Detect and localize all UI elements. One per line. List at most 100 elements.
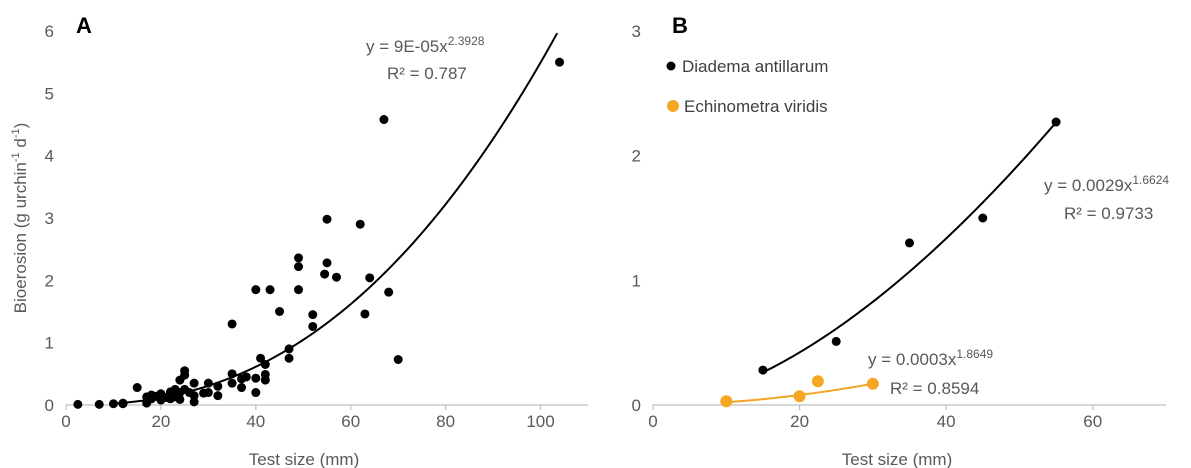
data-point (811, 375, 824, 388)
data-point (256, 353, 266, 363)
x-tick-label: 100 (526, 412, 554, 431)
y-tick-label: 1 (632, 271, 641, 290)
x-tick-label: 0 (648, 412, 657, 431)
data-point (320, 269, 330, 279)
x-tick-label: 20 (790, 412, 809, 431)
legend: Diadema antillarum Echinometra viridis (666, 57, 828, 116)
x-tick-label: 40 (937, 412, 956, 431)
data-point (108, 399, 118, 409)
panel-a-label: A (76, 13, 92, 38)
data-point (331, 272, 341, 282)
x-tick-label: 40 (246, 412, 265, 431)
panel-a-fit-line (113, 32, 559, 405)
data-point (308, 321, 318, 331)
data-point (213, 391, 223, 401)
data-point (189, 378, 199, 388)
data-point (393, 355, 403, 364)
data-point (322, 258, 332, 268)
data-point (284, 344, 294, 354)
panel-b-r2-diadema: R² = 0.9733 (1064, 204, 1153, 223)
data-point (294, 285, 304, 295)
data-point (251, 373, 261, 383)
panel-a: A 0 20 40 60 80 100 0 1 2 3 4 5 6 y = 9E-05x2.3928 R… (10, 13, 588, 468)
data-point (213, 381, 223, 391)
y-tick-label: 0 (632, 396, 641, 415)
panel-a-equation: y = 9E-05x2.3928 (366, 34, 485, 56)
data-point (720, 395, 733, 408)
panel-b-label: B (672, 13, 688, 38)
panel-b: B 0 20 40 60 0 1 2 3 Diadema antillarum Echinom… (632, 13, 1170, 468)
data-point (365, 273, 375, 283)
data-point (831, 336, 841, 346)
data-point (260, 375, 270, 385)
y-tick-label: 6 (45, 22, 54, 41)
data-point (203, 378, 213, 388)
panel-a-y-axis-label: Bioerosion (g urchin-1 d-1) (10, 123, 30, 314)
panel-a-r2: R² = 0.787 (387, 64, 467, 83)
x-tick-label: 80 (436, 412, 455, 431)
y-tick-label: 3 (45, 209, 54, 228)
panel-b-r2-echinometra: R² = 0.8594 (890, 379, 979, 398)
data-point (379, 115, 389, 125)
panel-a-x-axis-label: Test size (mm) (249, 450, 360, 468)
x-tick-label: 20 (151, 412, 170, 431)
data-point (905, 238, 914, 248)
data-point (175, 394, 185, 404)
x-tick-label: 60 (341, 412, 360, 431)
data-point (758, 365, 768, 375)
panel-b-points (720, 117, 1061, 408)
data-point (241, 372, 251, 382)
trendline-series-0 (762, 121, 1057, 374)
data-point (73, 399, 83, 409)
y-tick-label: 1 (45, 334, 54, 353)
data-point (132, 383, 142, 393)
data-point (555, 57, 565, 67)
data-point (265, 285, 275, 295)
data-point (189, 397, 199, 407)
y-tick-label: 3 (632, 22, 641, 41)
data-point (275, 307, 285, 316)
panel-b-equation-diadema: y = 0.0029x1.6624 (1044, 173, 1169, 195)
data-point (227, 369, 237, 379)
data-point (118, 398, 128, 408)
panel-a-axes: 0 20 40 60 80 100 0 1 2 3 4 5 6 (45, 22, 588, 431)
data-point (308, 310, 318, 320)
data-point (322, 214, 332, 224)
y-tick-label: 0 (45, 396, 54, 415)
data-point (793, 390, 806, 403)
data-point (227, 319, 237, 329)
data-point (360, 309, 370, 319)
data-point (189, 391, 199, 401)
data-point (237, 383, 247, 393)
data-point (94, 399, 104, 409)
y-tick-label: 2 (45, 271, 54, 290)
y-tick-label: 4 (45, 147, 54, 166)
legend-marker-diadema (666, 61, 676, 71)
data-point (260, 359, 270, 369)
legend-label-diadema: Diadema antillarum (682, 57, 828, 76)
data-point (384, 287, 394, 297)
data-point (294, 253, 304, 263)
legend-label-echinometra: Echinometra viridis (684, 97, 828, 116)
data-point (978, 213, 988, 223)
data-point (251, 285, 261, 295)
data-point (284, 353, 294, 363)
y-tick-label: 2 (632, 147, 641, 166)
data-point (1051, 117, 1061, 127)
legend-marker-echinometra (667, 100, 679, 112)
data-point (203, 388, 213, 398)
data-point (227, 378, 237, 388)
panel-b-axes: 0 20 40 60 0 1 2 3 (632, 22, 1166, 431)
y-tick-label: 5 (45, 84, 54, 103)
panel-b-x-axis-label: Test size (mm) (842, 450, 953, 468)
data-point (355, 219, 365, 229)
panel-a-points (73, 57, 565, 409)
data-point (294, 262, 304, 272)
trendline-series-0 (113, 32, 559, 405)
x-tick-label: 60 (1083, 412, 1102, 431)
data-point (866, 377, 879, 390)
data-point (251, 388, 261, 398)
panel-b-equation-echinometra: y = 0.0003x1.8649 (868, 347, 993, 369)
x-tick-label: 0 (61, 412, 70, 431)
